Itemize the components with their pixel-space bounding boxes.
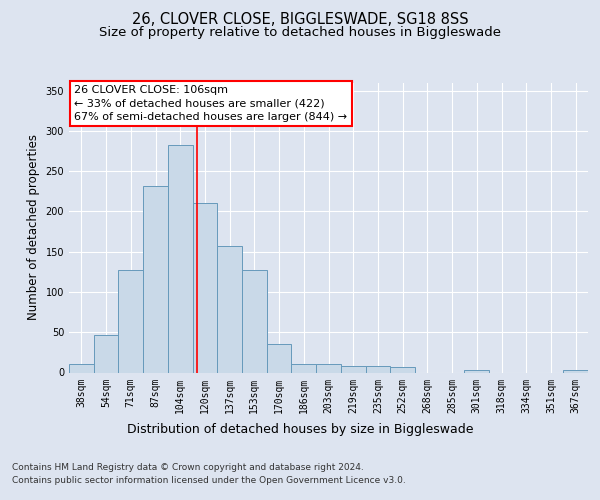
Bar (168, 144, 193, 372)
Bar (563, 370, 588, 372)
Bar (292, 364, 316, 372)
Bar (242, 270, 267, 372)
Bar (267, 344, 292, 372)
Bar (464, 370, 489, 372)
Bar (341, 366, 365, 372)
Text: Contains public sector information licensed under the Open Government Licence v3: Contains public sector information licen… (12, 476, 406, 485)
Text: Size of property relative to detached houses in Biggleswade: Size of property relative to detached ho… (99, 26, 501, 39)
Bar (193, 204, 217, 372)
Bar (217, 246, 242, 372)
Text: 26, CLOVER CLOSE, BIGGLESWADE, SG18 8SS: 26, CLOVER CLOSE, BIGGLESWADE, SG18 8SS (131, 12, 469, 28)
Bar (118, 270, 143, 372)
Bar (316, 364, 341, 372)
Bar (143, 186, 168, 372)
Text: Distribution of detached houses by size in Biggleswade: Distribution of detached houses by size … (127, 422, 473, 436)
Bar (69, 364, 94, 372)
Bar (390, 367, 415, 372)
Bar (94, 336, 118, 372)
Text: Contains HM Land Registry data © Crown copyright and database right 2024.: Contains HM Land Registry data © Crown c… (12, 462, 364, 471)
Y-axis label: Number of detached properties: Number of detached properties (27, 134, 40, 320)
Text: 26 CLOVER CLOSE: 106sqm
← 33% of detached houses are smaller (422)
67% of semi-d: 26 CLOVER CLOSE: 106sqm ← 33% of detache… (74, 86, 347, 122)
Bar (365, 366, 390, 372)
